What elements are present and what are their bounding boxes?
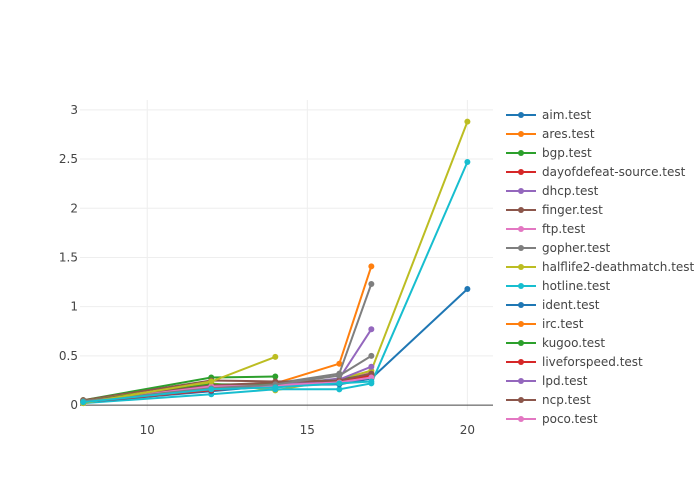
y-tick-label: 0 <box>70 398 78 412</box>
legend-item[interactable]: liveforspeed.test <box>506 355 643 369</box>
y-tick-label: 1.5 <box>59 250 78 264</box>
legend-swatch-marker <box>518 416 524 422</box>
axes: 10 15 20 0 0.5 1 1.5 2 2.5 3 <box>59 103 493 437</box>
plot-area <box>80 118 471 407</box>
legend-label: ncp.test <box>542 393 591 407</box>
series-19 <box>80 378 375 406</box>
legend-swatch-marker <box>518 245 524 251</box>
legend-item[interactable]: lpd.test <box>506 374 588 388</box>
data-point <box>368 281 375 288</box>
legend-swatch-marker <box>518 188 524 194</box>
legend-label: liveforspeed.test <box>542 355 643 369</box>
legend-label: poco.test <box>542 412 598 426</box>
legend-label: irc.test <box>542 317 584 331</box>
legend-label: hotline.test <box>542 279 610 293</box>
data-point <box>368 378 375 385</box>
legend-item[interactable]: ident.test <box>506 298 600 312</box>
legend-label: bgp.test <box>542 146 592 160</box>
series-line <box>83 161 469 405</box>
data-point <box>272 384 279 391</box>
y-tick-label: 3 <box>70 103 78 117</box>
legend-swatch-marker <box>518 397 524 403</box>
data-point <box>208 378 215 385</box>
legend-swatch-marker <box>518 321 524 327</box>
legend-item[interactable]: finger.test <box>506 203 603 217</box>
data-point <box>208 386 215 393</box>
legend-item[interactable]: irc.test <box>506 317 584 331</box>
legend-item[interactable]: gopher.test <box>506 241 611 255</box>
legend-label: ident.test <box>542 298 600 312</box>
legend-swatch-marker <box>518 226 524 232</box>
legend-item[interactable]: ncp.test <box>506 393 591 407</box>
data-point <box>464 159 471 165</box>
legend-item[interactable]: dhcp.test <box>506 184 599 198</box>
legend-label: halflife2-deathmatch.test <box>542 260 695 274</box>
legend-item[interactable]: aim.test <box>506 108 592 122</box>
legend-swatch-marker <box>518 359 524 365</box>
data-point <box>336 386 343 393</box>
legend-swatch-marker <box>518 131 524 137</box>
y-tick-label: 1 <box>70 300 78 314</box>
legend-item[interactable]: dayofdefeat-source.test <box>506 165 686 179</box>
legend-item[interactable]: ares.test <box>506 127 595 141</box>
legend-label: ftp.test <box>542 222 585 236</box>
y-tick-label: 0.5 <box>59 349 78 363</box>
legend-label: gopher.test <box>542 241 611 255</box>
data-point <box>368 263 375 270</box>
data-point <box>368 363 375 370</box>
data-point <box>336 372 343 379</box>
y-tick-label: 2 <box>70 201 78 215</box>
data-point <box>464 285 471 292</box>
data-point <box>368 326 375 333</box>
data-point <box>272 373 279 380</box>
legend-item[interactable]: bgp.test <box>506 146 592 160</box>
data-point <box>80 399 87 406</box>
legend-label: dhcp.test <box>542 184 599 198</box>
legend-label: finger.test <box>542 203 603 217</box>
y-tick-label: 2.5 <box>59 152 78 166</box>
data-point <box>368 352 375 359</box>
legend-swatch-marker <box>518 340 524 346</box>
legend-swatch-marker <box>518 283 524 289</box>
x-tick-label: 10 <box>140 423 155 437</box>
legend-label: kugoo.test <box>542 336 605 350</box>
x-tick-label: 15 <box>300 423 315 437</box>
legend-item[interactable]: kugoo.test <box>506 336 605 350</box>
data-point <box>272 353 279 360</box>
legend-item[interactable]: hotline.test <box>506 279 610 293</box>
data-point <box>336 380 343 387</box>
legend-item[interactable]: halflife2-deathmatch.test <box>506 260 695 274</box>
x-tick-label: 20 <box>460 423 475 437</box>
legend-label: lpd.test <box>542 374 588 388</box>
legend-label: dayofdefeat-source.test <box>542 165 686 179</box>
legend-swatch-marker <box>518 150 524 156</box>
legend-item[interactable]: ftp.test <box>506 222 585 236</box>
data-point <box>464 118 471 125</box>
legend-swatch-marker <box>518 302 524 308</box>
data-point <box>336 360 343 367</box>
legend-swatch-marker <box>518 207 524 213</box>
legend-swatch-marker <box>518 112 524 118</box>
legend-swatch-marker <box>518 169 524 175</box>
legend-item[interactable]: poco.test <box>506 412 598 426</box>
legend-label: ares.test <box>542 127 595 141</box>
legend-swatch-marker <box>518 378 524 384</box>
legend-swatch-marker <box>518 264 524 270</box>
gridlines <box>80 100 493 410</box>
legend-label: aim.test <box>542 108 592 122</box>
legend[interactable]: aim.test ares.test bgp.test dayofdefeat-sou… <box>506 108 695 426</box>
